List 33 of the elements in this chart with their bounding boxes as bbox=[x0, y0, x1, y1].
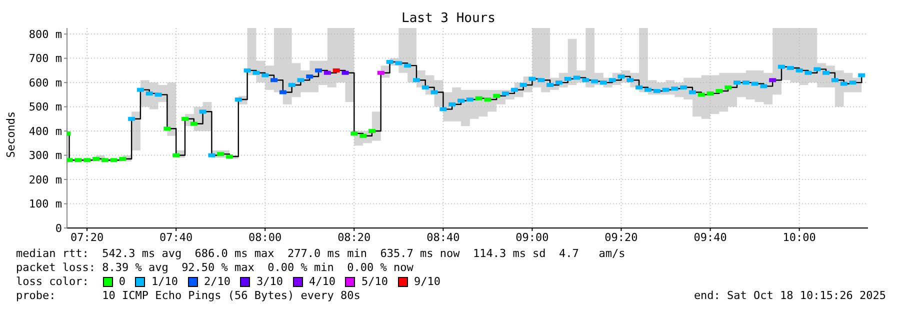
point bbox=[67, 158, 73, 162]
y-axis-title: Seconds bbox=[4, 110, 18, 160]
y-tick-label: 700 m bbox=[28, 52, 62, 66]
legend-label: 2/10 bbox=[204, 275, 230, 289]
x-tick-label: 07:20 bbox=[70, 230, 104, 244]
y-tick-label: 200 m bbox=[28, 173, 62, 186]
chart-title: Last 3 Hours bbox=[400, 11, 496, 26]
text: end: Sat Oct 18 10:15:26 2025 bbox=[694, 289, 886, 303]
x-tick-label: 09:00 bbox=[516, 230, 549, 244]
x-tick-label: 09:20 bbox=[604, 230, 638, 244]
text: packet loss: 8.39 % avg 92.50 % max 0.00 % min 0.00 % now bbox=[16, 261, 414, 275]
legend-label: 9/10 bbox=[414, 275, 440, 289]
x-tick-label: 08:40 bbox=[426, 230, 460, 244]
legend-title: loss color: bbox=[16, 275, 89, 289]
legend-label: 0 bbox=[118, 275, 126, 289]
legend-label: 5/10 bbox=[361, 275, 388, 289]
y-tick-label: 800 m bbox=[28, 28, 62, 41]
y-tick-label: 400 m bbox=[28, 124, 62, 138]
text: probe: 10 ICMP Echo Pings (56 Bytes) every 80s bbox=[16, 289, 360, 303]
x-tick-label: 09:40 bbox=[694, 230, 727, 244]
legend-label: 4/10 bbox=[308, 275, 336, 289]
y-tick-label: 100 m bbox=[28, 198, 62, 211]
x-tick-label: 10:00 bbox=[782, 230, 816, 244]
text: median rtt: 542.3 ms avg 686.0 ms max 277.0 ms min 635.7 ms now 114.3 ms sd 4.7 am/s bbox=[16, 247, 626, 261]
y-tick-label: 300 m bbox=[28, 149, 62, 162]
legend-label: 1/10 bbox=[151, 275, 178, 289]
y-tick-label: 0 bbox=[55, 222, 62, 235]
x-tick-label: 08:00 bbox=[248, 230, 282, 244]
y-tick-label: 600 m bbox=[28, 76, 62, 90]
y-tick-label: 500 m bbox=[28, 100, 62, 114]
legend-label: 3/10 bbox=[256, 275, 283, 289]
x-tick-label: 07:40 bbox=[160, 230, 193, 244]
x-tick-label: 08:20 bbox=[338, 230, 371, 244]
